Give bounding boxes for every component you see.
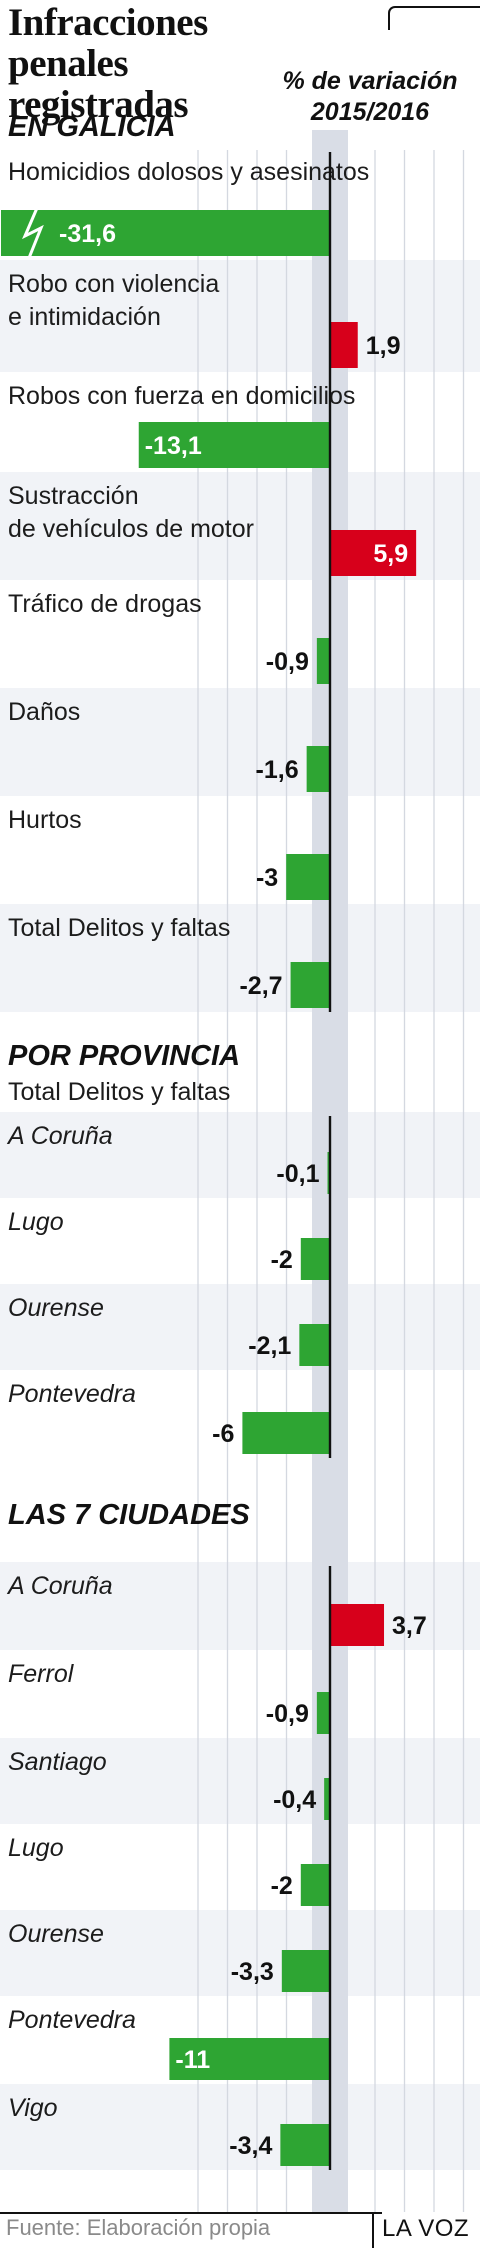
category-label: Homicidios dolosos y asesinatos xyxy=(8,158,369,186)
value-label: -0,9 xyxy=(266,648,309,676)
category-label: de vehículos de motor xyxy=(8,515,254,543)
section-title: LAS 7 CIUDADES xyxy=(8,1499,250,1531)
value-label: -2,7 xyxy=(239,972,282,1000)
value-label: -1,6 xyxy=(256,756,299,784)
value-label: -6 xyxy=(212,1420,234,1448)
row-band xyxy=(0,904,480,1012)
category-label: Lugo xyxy=(8,1834,64,1862)
value-label: -3,3 xyxy=(231,1958,274,1986)
footer-source: Fuente: Elaboración propia xyxy=(6,2215,271,2240)
bar xyxy=(316,638,330,684)
category-label: Robos con fuerza en domicilios xyxy=(8,382,355,410)
category-label: Hurtos xyxy=(8,806,82,834)
category-label: Total Delitos y faltas xyxy=(8,914,230,942)
chart-title: Infracciones penales registradas xyxy=(8,1,208,126)
value-label: -13,1 xyxy=(145,432,202,460)
bar xyxy=(330,1604,385,1646)
section-subtitle: Total Delitos y faltas xyxy=(8,1078,230,1106)
bar xyxy=(169,2038,330,2080)
footer-bracket xyxy=(372,2212,382,2248)
category-label: Tráfico de drogas xyxy=(8,590,202,618)
row-band xyxy=(0,1284,480,1370)
bar xyxy=(1,210,330,256)
category-label: A Coruña xyxy=(6,1122,113,1150)
axis-break-mark xyxy=(22,207,44,259)
value-label: -2 xyxy=(271,1246,293,1274)
row-band xyxy=(0,688,480,796)
footer-rule xyxy=(0,2212,374,2214)
bar xyxy=(306,746,330,792)
value-label: -31,6 xyxy=(59,220,116,248)
row-band xyxy=(0,1562,480,1650)
value-label: -0,4 xyxy=(273,1786,316,1814)
row-band xyxy=(0,1112,480,1198)
bar xyxy=(316,1692,330,1734)
chart-subtitle: % de variación 2015/2016 xyxy=(282,67,458,126)
bar xyxy=(324,1778,330,1820)
category-label: Lugo xyxy=(8,1208,64,1236)
category-label: Pontevedra xyxy=(8,1380,136,1408)
category-label: Vigo xyxy=(8,2094,58,2122)
category-label: Daños xyxy=(8,698,80,726)
bar xyxy=(299,1324,330,1366)
value-label: -0,9 xyxy=(266,1700,309,1728)
category-label: Ferrol xyxy=(8,1660,75,1688)
category-label: A Coruña xyxy=(6,1572,113,1600)
row-band xyxy=(0,2084,480,2170)
row-band xyxy=(0,260,480,372)
value-label: 5,9 xyxy=(373,540,408,568)
bar xyxy=(290,962,330,1008)
section-title: POR PROVINCIA xyxy=(8,1040,240,1072)
section-title: EN GALICIA xyxy=(8,111,176,143)
category-label: Ourense xyxy=(8,1294,104,1322)
bar xyxy=(330,322,358,368)
category-label: Robo con violencia xyxy=(8,270,219,298)
category-label: Santiago xyxy=(8,1748,107,1776)
value-label: -2 xyxy=(271,1872,293,1900)
value-label: -3,4 xyxy=(229,2132,272,2160)
row-band xyxy=(0,1910,480,1996)
row-band xyxy=(0,1738,480,1824)
bar xyxy=(286,854,330,900)
bar xyxy=(242,1412,330,1454)
value-label: 1,9 xyxy=(366,332,401,360)
bar xyxy=(280,2124,330,2166)
value-label: -11 xyxy=(175,2046,210,2074)
footer-brand: LA VOZ xyxy=(382,2215,470,2242)
value-label: 3,7 xyxy=(392,1612,427,1640)
category-label: e intimidación xyxy=(8,303,161,331)
value-label: -2,1 xyxy=(248,1332,291,1360)
title-corner-decoration xyxy=(388,6,480,30)
value-label: -3 xyxy=(256,864,278,892)
category-label: Sustracción xyxy=(8,482,139,510)
value-label: -0,1 xyxy=(276,1160,319,1188)
bar xyxy=(138,422,330,468)
bar xyxy=(281,1950,330,1992)
bar xyxy=(327,1152,330,1194)
category-label: Ourense xyxy=(8,1920,104,1948)
bar xyxy=(300,1238,330,1280)
bar xyxy=(330,530,417,576)
category-label: Pontevedra xyxy=(8,2006,136,2034)
bar xyxy=(300,1864,330,1906)
